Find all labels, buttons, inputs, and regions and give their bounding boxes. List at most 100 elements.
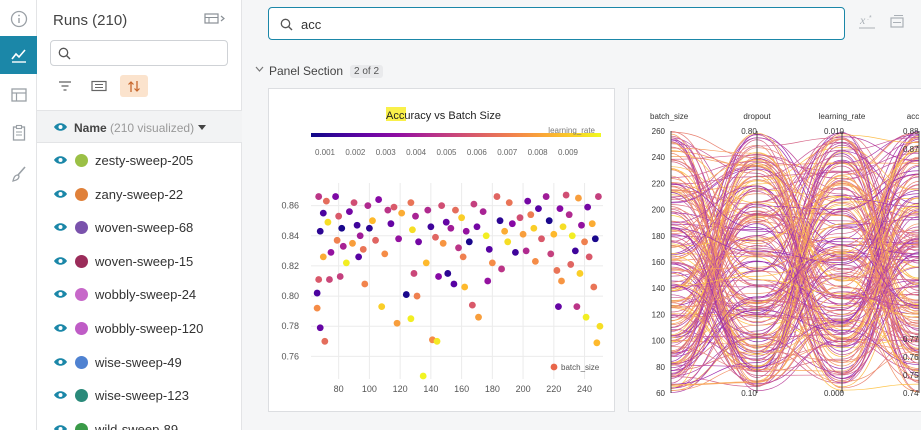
scatter-point[interactable] <box>316 227 324 235</box>
scatter-point[interactable] <box>468 301 476 309</box>
chevron-down-icon[interactable] <box>255 66 264 72</box>
run-name[interactable]: wise-sweep-123 <box>95 388 189 404</box>
scatter-point[interactable] <box>338 224 346 232</box>
scatter-point[interactable] <box>458 214 466 222</box>
scatter-point[interactable] <box>349 239 356 247</box>
scatter-point[interactable] <box>372 236 379 244</box>
scatter-point[interactable] <box>596 322 604 330</box>
scatter-point[interactable] <box>527 211 535 219</box>
run-color-swatch[interactable] <box>75 322 88 335</box>
scatter-point[interactable] <box>432 233 439 241</box>
run-name[interactable]: wobbly-sweep-24 <box>95 287 197 303</box>
scatter-point[interactable] <box>353 221 361 229</box>
scatter-point[interactable] <box>488 259 496 267</box>
scatter-point[interactable] <box>407 315 415 323</box>
scatter-point[interactable] <box>412 212 419 220</box>
run-color-swatch[interactable] <box>75 389 88 403</box>
eye-icon[interactable] <box>53 289 68 299</box>
scatter-point[interactable] <box>538 235 545 243</box>
scatter-point[interactable] <box>496 217 504 225</box>
run-row[interactable]: wobbly-sweep-120 <box>37 312 242 345</box>
scatter-point[interactable] <box>433 337 441 345</box>
scatter-point[interactable] <box>413 292 421 300</box>
scatter-point[interactable] <box>584 203 592 211</box>
scatter-point[interactable] <box>415 238 422 246</box>
scatter-point[interactable] <box>366 224 373 232</box>
scatter-point[interactable] <box>422 259 430 267</box>
scatter-point[interactable] <box>593 339 601 347</box>
scatter-panel[interactable]: Accuracy vs Batch Size learning_rate 0.001… <box>268 88 615 412</box>
scatter-point[interactable] <box>504 238 512 246</box>
scatter-point[interactable] <box>555 303 562 311</box>
scatter-point[interactable] <box>364 202 372 210</box>
scatter-point[interactable] <box>550 230 558 238</box>
scatter-point[interactable] <box>505 199 513 206</box>
rail-charts-button[interactable] <box>0 36 37 74</box>
scatter-point[interactable] <box>585 253 593 261</box>
filter-button[interactable] <box>51 75 79 97</box>
scatter-point[interactable] <box>582 313 590 321</box>
run-name[interactable]: zesty-sweep-205 <box>95 153 194 168</box>
scatter-point[interactable] <box>410 270 418 277</box>
scatter-point[interactable] <box>321 337 329 345</box>
scatter-point[interactable] <box>455 244 462 252</box>
scatter-point[interactable] <box>473 223 481 231</box>
scatter-point[interactable] <box>558 277 565 285</box>
run-row[interactable]: wild-sweep-89 <box>37 413 242 430</box>
scatter-point[interactable] <box>512 248 519 256</box>
eye-icon[interactable] <box>53 256 68 266</box>
scatter-point[interactable] <box>450 280 458 288</box>
scatter-point[interactable] <box>556 205 564 213</box>
scatter-point[interactable] <box>578 221 585 229</box>
scatter-point[interactable] <box>590 283 598 291</box>
scatter-point[interactable] <box>333 236 341 244</box>
runs-search[interactable] <box>50 40 228 66</box>
scatter-point[interactable] <box>581 238 588 246</box>
scatter-point[interactable] <box>559 223 567 231</box>
run-color-swatch[interactable] <box>75 422 88 430</box>
scatter-point[interactable] <box>594 193 602 200</box>
scatter-point[interactable] <box>419 372 427 380</box>
scatter-point[interactable] <box>387 220 395 228</box>
scatter-point[interactable] <box>484 277 492 285</box>
section-title[interactable]: Panel Section <box>269 64 344 78</box>
scatter-point[interactable] <box>316 324 324 332</box>
eye-icon[interactable] <box>53 222 68 232</box>
eye-icon[interactable] <box>53 424 68 430</box>
scatter-point[interactable] <box>530 224 538 232</box>
scatter-point[interactable] <box>531 258 539 265</box>
run-row[interactable]: woven-sweep-15 <box>37 245 242 278</box>
sort-button[interactable] <box>120 75 148 97</box>
scatter-point[interactable] <box>588 220 596 228</box>
scatter-point[interactable] <box>369 217 376 225</box>
scatter-point[interactable] <box>501 227 509 235</box>
scatter-point[interactable] <box>424 206 432 214</box>
scatter-point[interactable] <box>313 289 321 297</box>
scatter-point[interactable] <box>322 197 330 205</box>
eye-icon[interactable] <box>53 155 68 165</box>
scatter-point[interactable] <box>315 276 323 283</box>
scatter-point[interactable] <box>547 250 555 258</box>
scatter-point[interactable] <box>384 206 392 214</box>
scatter-point[interactable] <box>332 193 339 200</box>
run-name[interactable]: wise-sweep-49 <box>95 354 182 370</box>
panel-search[interactable] <box>268 7 845 40</box>
scatter-point[interactable] <box>576 270 584 277</box>
runs-search-input[interactable] <box>77 43 222 63</box>
scatter-point[interactable] <box>435 273 442 280</box>
scatter-point[interactable] <box>508 220 516 228</box>
scatter-point[interactable] <box>339 242 347 250</box>
scatter-point[interactable] <box>459 253 467 261</box>
run-color-swatch[interactable] <box>75 288 88 302</box>
panel-settings-button[interactable] <box>888 14 906 35</box>
scatter-point[interactable] <box>565 211 573 219</box>
scatter-point[interactable] <box>395 235 402 243</box>
scatter-point[interactable] <box>427 223 435 231</box>
scatter-point[interactable] <box>573 303 581 311</box>
scatter-point[interactable] <box>381 250 389 258</box>
scatter-point[interactable] <box>378 303 386 311</box>
scatter-point[interactable] <box>319 209 327 217</box>
regex-button[interactable]: x .* <box>858 13 876 35</box>
scatter-point[interactable] <box>327 248 335 256</box>
scatter-point[interactable] <box>324 218 332 226</box>
